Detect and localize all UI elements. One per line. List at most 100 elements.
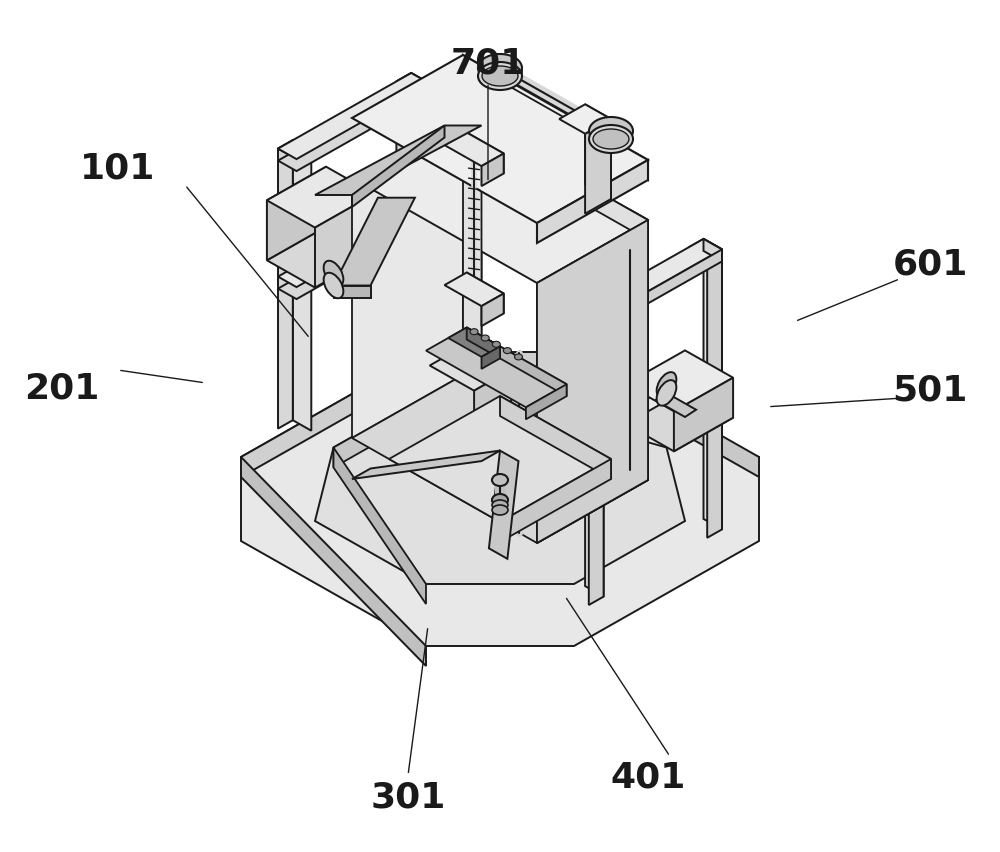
Polygon shape [278, 74, 430, 160]
Polygon shape [352, 116, 648, 284]
Polygon shape [500, 396, 611, 480]
Ellipse shape [492, 505, 508, 515]
Polygon shape [352, 376, 648, 544]
Polygon shape [482, 294, 504, 326]
Polygon shape [467, 273, 504, 314]
Polygon shape [704, 367, 722, 390]
Polygon shape [396, 74, 411, 362]
Polygon shape [241, 353, 426, 477]
Polygon shape [352, 451, 500, 480]
Polygon shape [570, 239, 722, 325]
Polygon shape [570, 367, 722, 453]
Polygon shape [689, 239, 722, 258]
Ellipse shape [492, 342, 500, 348]
Polygon shape [430, 345, 511, 391]
Text: 301: 301 [370, 780, 446, 814]
Polygon shape [278, 141, 293, 429]
Polygon shape [389, 396, 611, 522]
Ellipse shape [589, 126, 633, 154]
Ellipse shape [589, 118, 633, 146]
Polygon shape [585, 307, 604, 597]
Polygon shape [467, 345, 511, 410]
Polygon shape [445, 134, 504, 167]
Polygon shape [267, 168, 374, 228]
Polygon shape [537, 221, 648, 544]
Ellipse shape [470, 330, 478, 336]
Polygon shape [267, 227, 374, 288]
Polygon shape [315, 385, 685, 584]
Text: 201: 201 [24, 371, 100, 405]
Polygon shape [334, 448, 426, 604]
Polygon shape [570, 307, 604, 325]
Polygon shape [241, 458, 426, 666]
Polygon shape [574, 353, 759, 477]
Text: 401: 401 [610, 760, 686, 794]
Ellipse shape [478, 63, 522, 91]
Polygon shape [463, 116, 482, 386]
Text: 701: 701 [450, 47, 526, 81]
Polygon shape [278, 214, 430, 300]
Polygon shape [585, 105, 611, 199]
Polygon shape [474, 371, 511, 431]
Polygon shape [315, 126, 482, 196]
Polygon shape [278, 141, 311, 160]
Polygon shape [396, 74, 430, 93]
Polygon shape [334, 199, 415, 286]
Ellipse shape [481, 336, 489, 342]
Polygon shape [352, 116, 463, 439]
Polygon shape [559, 105, 611, 135]
Polygon shape [267, 168, 326, 261]
Polygon shape [426, 328, 567, 408]
Polygon shape [526, 385, 567, 420]
Polygon shape [467, 328, 567, 397]
Polygon shape [589, 317, 604, 605]
Polygon shape [467, 134, 504, 175]
Polygon shape [630, 210, 648, 481]
Polygon shape [585, 120, 611, 215]
Polygon shape [537, 460, 648, 544]
Polygon shape [704, 239, 722, 262]
Ellipse shape [492, 475, 508, 486]
Polygon shape [334, 286, 371, 298]
Ellipse shape [657, 372, 676, 398]
Polygon shape [626, 351, 733, 412]
Polygon shape [589, 250, 722, 337]
Text: 601: 601 [892, 247, 968, 281]
Ellipse shape [478, 55, 522, 83]
Polygon shape [674, 378, 733, 452]
Polygon shape [278, 202, 430, 288]
Polygon shape [334, 385, 445, 468]
Polygon shape [489, 451, 518, 559]
Polygon shape [352, 56, 648, 224]
Polygon shape [445, 273, 504, 307]
Ellipse shape [492, 500, 508, 510]
Polygon shape [463, 56, 648, 181]
Polygon shape [655, 394, 696, 417]
Ellipse shape [593, 130, 629, 150]
Polygon shape [293, 141, 311, 431]
Ellipse shape [482, 67, 518, 87]
Polygon shape [537, 161, 648, 244]
Polygon shape [467, 328, 500, 359]
Polygon shape [626, 391, 733, 452]
Polygon shape [482, 154, 504, 187]
Polygon shape [537, 221, 648, 544]
Polygon shape [704, 239, 722, 530]
Text: 101: 101 [80, 152, 156, 186]
Ellipse shape [514, 354, 522, 360]
Ellipse shape [657, 381, 676, 406]
Polygon shape [411, 74, 430, 364]
Polygon shape [482, 347, 500, 370]
Polygon shape [537, 221, 648, 303]
Ellipse shape [503, 348, 511, 354]
Polygon shape [463, 116, 482, 386]
Polygon shape [707, 250, 722, 538]
Polygon shape [500, 459, 611, 543]
Polygon shape [315, 195, 374, 288]
Ellipse shape [492, 494, 508, 506]
Polygon shape [463, 355, 648, 481]
Text: 501: 501 [892, 373, 968, 407]
Polygon shape [352, 126, 445, 208]
Ellipse shape [324, 273, 343, 299]
Ellipse shape [324, 262, 343, 287]
